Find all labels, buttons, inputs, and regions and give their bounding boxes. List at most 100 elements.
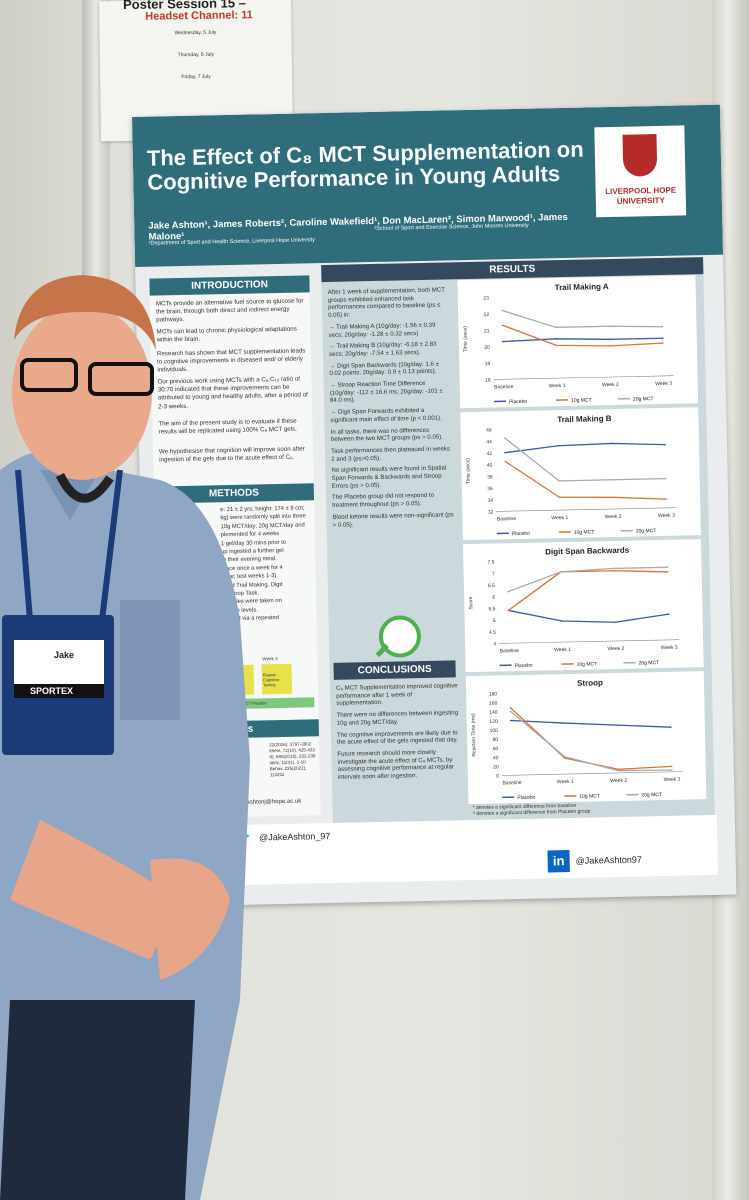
data-point bbox=[555, 344, 558, 347]
y-tick-label: 19 bbox=[485, 361, 491, 367]
y-tick-label: 120 bbox=[489, 719, 498, 725]
x-tick-label: Week 2 bbox=[605, 514, 622, 520]
y-tick-label: 46 bbox=[486, 428, 492, 434]
data-point bbox=[509, 710, 512, 713]
legend-label: 10g MCT bbox=[574, 529, 595, 535]
chart-digit-span-backwards: Digit Span Backwards Score 4 4.5 5 5.5 6 6.5 7 7.… bbox=[463, 539, 704, 673]
x-tick-label: Week 3 bbox=[664, 777, 681, 783]
data-point bbox=[563, 722, 565, 724]
legend-label: 10g MCT bbox=[579, 793, 600, 799]
y-tick-label: 4 bbox=[493, 641, 496, 647]
chart-title: Stroop bbox=[577, 678, 603, 688]
presenter-forearm bbox=[10, 820, 180, 960]
y-tick-label: 140 bbox=[489, 710, 498, 716]
data-point bbox=[614, 621, 617, 624]
presenter-face bbox=[12, 304, 152, 480]
badge-brand-strip bbox=[14, 684, 104, 698]
y-tick-label: 160 bbox=[489, 701, 498, 707]
x-tick-label: Week 1 bbox=[554, 647, 571, 653]
series-line bbox=[501, 309, 663, 328]
data-point bbox=[661, 337, 664, 340]
data-point bbox=[664, 477, 667, 480]
y-tick-label: 20 bbox=[493, 764, 499, 770]
data-point bbox=[670, 765, 673, 768]
legend-label: Placebo bbox=[517, 795, 535, 801]
chart-trail-making-b: Trail Making B Time (secs) 32 34 36 38 40 42 44 4… bbox=[460, 407, 701, 541]
y-tick-label: 42 bbox=[487, 451, 493, 457]
data-point bbox=[501, 340, 504, 343]
x-tick-label: Week 1 bbox=[551, 515, 568, 521]
presenter-glasses-left bbox=[20, 358, 78, 392]
data-point bbox=[616, 724, 619, 726]
presenter-arm bbox=[120, 600, 180, 720]
series-line bbox=[510, 710, 672, 772]
y-tick-label: 80 bbox=[493, 737, 499, 743]
data-point bbox=[558, 496, 561, 499]
chart-title: Digit Span Backwards bbox=[545, 546, 630, 557]
x-axis-line bbox=[496, 507, 677, 512]
data-point bbox=[560, 571, 562, 573]
series-line bbox=[508, 609, 669, 623]
y-tick-label: 34 bbox=[487, 498, 493, 504]
badge-brand: SPORTEX bbox=[30, 686, 74, 696]
legend-label: Placebo bbox=[515, 663, 533, 669]
x-axis-line bbox=[499, 639, 680, 644]
series-line bbox=[510, 719, 671, 728]
y-tick-label: 0 bbox=[496, 773, 499, 779]
presenter-glasses-right bbox=[88, 362, 154, 396]
x-tick-label: Week 1 bbox=[549, 383, 566, 389]
x-axis-line bbox=[501, 771, 682, 776]
y-axis-label: Time (secs) bbox=[462, 326, 469, 352]
data-point bbox=[501, 324, 504, 326]
data-point bbox=[555, 338, 557, 340]
badge-card bbox=[14, 640, 104, 688]
data-point bbox=[613, 567, 616, 570]
research-poster: The Effect of C₈ MCT Supplementation on … bbox=[132, 104, 737, 907]
x-tick-label: Week 2 bbox=[610, 778, 627, 784]
series-line bbox=[502, 337, 663, 343]
series-line bbox=[504, 460, 667, 500]
data-point bbox=[666, 566, 669, 569]
data-point bbox=[667, 613, 670, 615]
y-tick-label: 100 bbox=[490, 728, 499, 734]
data-point bbox=[664, 443, 666, 446]
data-point bbox=[504, 437, 506, 439]
x-tick-label: Week 2 bbox=[602, 382, 619, 388]
chart-stroop: Stroop Reaction Time (ms) 0 20 40 60 80 100 120 1… bbox=[465, 671, 707, 805]
x-tick-label: Week 2 bbox=[607, 646, 624, 652]
data-point bbox=[661, 325, 664, 328]
y-tick-label: 36 bbox=[487, 486, 493, 492]
presenter-hand bbox=[150, 858, 230, 980]
data-point bbox=[608, 325, 610, 328]
legend-label: 10g MCT bbox=[577, 661, 598, 667]
y-axis-label: Reaction Time (ms) bbox=[471, 713, 478, 757]
data-point bbox=[608, 345, 611, 347]
y-tick-label: 38 bbox=[487, 474, 493, 480]
y-tick-label: 5 bbox=[493, 618, 496, 624]
data-point bbox=[611, 496, 614, 499]
y-tick-label: 22 bbox=[484, 312, 490, 318]
x-tick-label: Baseline bbox=[500, 648, 520, 654]
data-point bbox=[504, 451, 506, 454]
series-line bbox=[508, 570, 668, 611]
series-line bbox=[502, 324, 663, 347]
lanyard-strap bbox=[15, 469, 123, 621]
badge-name: Jake bbox=[54, 650, 75, 660]
series-line bbox=[504, 437, 666, 482]
series-line bbox=[507, 566, 668, 593]
y-tick-label: 6.5 bbox=[488, 583, 495, 589]
data-point bbox=[507, 590, 509, 593]
y-tick-label: 40 bbox=[487, 463, 493, 469]
y-tick-label: 60 bbox=[493, 746, 499, 752]
data-point bbox=[558, 480, 560, 482]
legend-label: Placebo bbox=[509, 399, 527, 405]
y-tick-label: 40 bbox=[493, 755, 499, 761]
y-tick-label: 6 bbox=[492, 595, 495, 601]
data-point bbox=[509, 706, 512, 709]
y-tick-label: 5.5 bbox=[488, 606, 495, 612]
y-axis-label: Time (secs) bbox=[465, 458, 472, 484]
series-line bbox=[505, 442, 665, 454]
data-point bbox=[613, 569, 616, 572]
y-tick-label: 23 bbox=[483, 296, 489, 302]
